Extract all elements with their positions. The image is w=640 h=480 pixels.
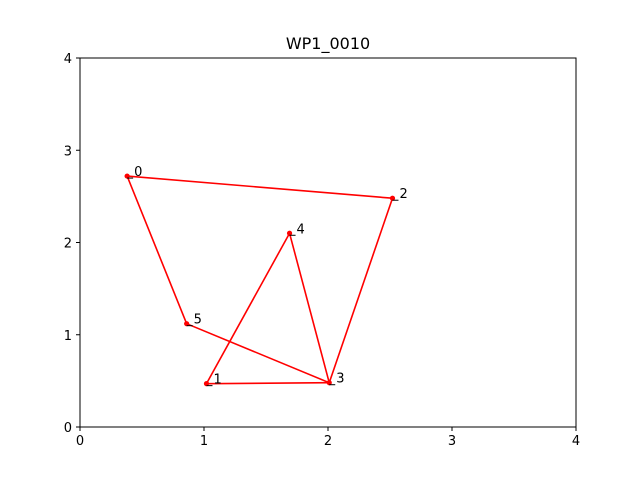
x-axis-ticks: 0 1 2 3 4 xyxy=(76,427,580,449)
edge-1-4 xyxy=(205,232,291,385)
y-axis-ticks: 0 1 2 3 4 xyxy=(64,52,80,436)
point-label-5: 5 xyxy=(194,313,202,328)
point-4 xyxy=(286,230,293,236)
point-2 xyxy=(389,195,396,201)
x-tick-label-3: 3 xyxy=(448,434,456,449)
point-1 xyxy=(203,381,210,387)
points-layer: 0 1 2 3 4 5 xyxy=(124,165,408,388)
edge-0-2 xyxy=(127,175,393,200)
x-tick-label-4: 4 xyxy=(572,434,580,449)
point-label-3: 3 xyxy=(336,372,344,387)
point-3 xyxy=(326,380,332,386)
point-5 xyxy=(184,321,190,327)
y-tick-label-3: 3 xyxy=(64,144,72,159)
x-tick-label-1: 1 xyxy=(200,434,208,449)
edges-layer xyxy=(126,175,394,385)
y-tick-label-2: 2 xyxy=(64,237,72,252)
point-label-0: 0 xyxy=(134,165,142,180)
plot-frame xyxy=(79,57,577,428)
y-tick-label-0: 0 xyxy=(64,421,72,436)
y-tick-label-1: 1 xyxy=(64,329,72,344)
edge-3-1 xyxy=(206,381,330,385)
point-0 xyxy=(124,173,130,179)
y-tick-label-4: 4 xyxy=(64,52,72,67)
point-label-4: 4 xyxy=(297,222,305,237)
x-tick-label-2: 2 xyxy=(324,434,332,449)
chart-title: WP1_0010 xyxy=(286,34,370,54)
edge-5-0 xyxy=(126,175,188,324)
edge-4-3 xyxy=(288,233,331,383)
point-label-2: 2 xyxy=(399,187,407,202)
edge-2-3 xyxy=(328,197,394,383)
x-tick-label-0: 0 xyxy=(76,434,84,449)
edge-3-5 xyxy=(186,322,330,384)
point-label-1: 1 xyxy=(213,373,221,388)
